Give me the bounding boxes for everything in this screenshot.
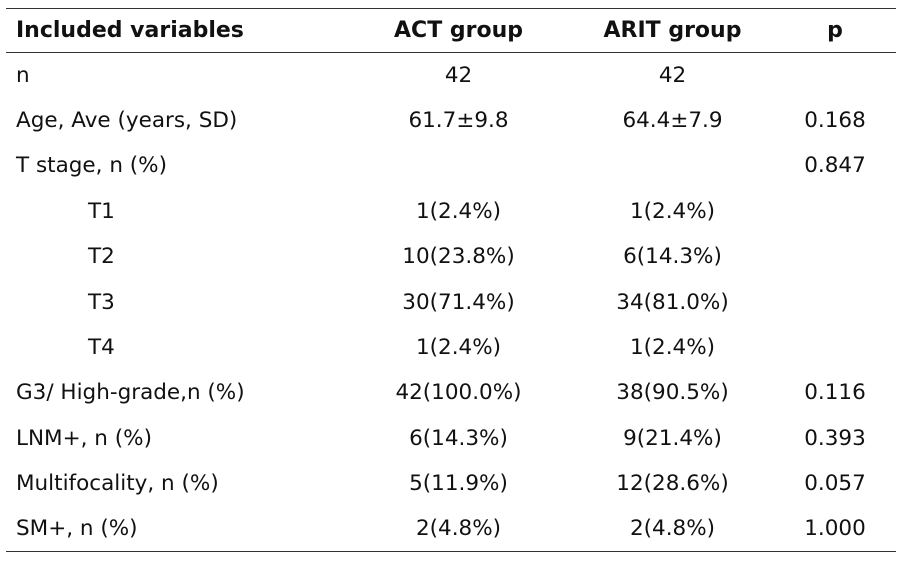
header-act-group: ACT group xyxy=(346,8,571,53)
p-value-cell xyxy=(774,325,896,370)
act-group-cell: 6(14.3%) xyxy=(409,425,508,451)
act-group-cell: 30(71.4%) xyxy=(402,289,515,315)
row-label-cell: T3 xyxy=(88,289,115,315)
row-label-cell: G3/ High-grade,n (%) xyxy=(16,380,245,406)
table-row: Age, Ave (years, SD) 61.7±9.8 64.4±7.9 0.16… xyxy=(6,98,896,143)
baseline-characteristics-table-container: Included variables ACT group ARIT group … xyxy=(6,8,896,553)
arit-group-cell: 1(2.4%) xyxy=(629,335,716,361)
arit-group-cell: 38(90.5%) xyxy=(616,380,729,406)
act-group-cell: 42 xyxy=(444,62,473,88)
table-row: T2 10(23.8%) 6(14.3%) xyxy=(6,234,896,279)
act-group-cell: 42(100.0%) xyxy=(395,380,522,406)
p-value-cell: 0.393 xyxy=(804,425,866,451)
header-row: Included variables ACT group ARIT group … xyxy=(6,8,896,53)
table-row: T stage, n (%) 0.847 xyxy=(6,143,896,188)
arit-group-cell: 34(81.0%) xyxy=(616,289,729,315)
p-value-cell xyxy=(774,53,896,98)
act-group-cell xyxy=(346,143,571,188)
arit-group-cell: 64.4±7.9 xyxy=(622,108,723,134)
p-value-cell xyxy=(774,279,896,324)
row-label-cell: T stage, n (%) xyxy=(16,153,167,179)
table-row: SM+, n (%) 2(4.8%) 2(4.8%) 1.000 xyxy=(6,506,896,553)
p-value-cell: 0.168 xyxy=(804,108,866,134)
p-value-cell: 1.000 xyxy=(774,506,896,553)
table-body: n 42 42 Age, Ave (years, SD) 61.7±9.8 64.4±7.… xyxy=(6,53,896,553)
row-label-cell: T4 xyxy=(88,335,115,361)
table-row: T4 1(2.4%) 1(2.4%) xyxy=(6,325,896,370)
table-row: LNM+, n (%) 6(14.3%) 9(21.4%) 0.393 xyxy=(6,416,896,461)
header-arit-group: ARIT group xyxy=(571,8,774,53)
act-group-cell: 2(4.8%) xyxy=(346,506,571,553)
act-group-cell: 10(23.8%) xyxy=(402,244,515,270)
row-label-cell: T2 xyxy=(88,244,115,270)
p-value-cell xyxy=(774,189,896,234)
act-group-cell: 61.7±9.8 xyxy=(408,108,509,134)
table-row: n 42 42 xyxy=(6,53,896,98)
row-label-cell: n xyxy=(16,62,30,88)
p-value-cell: 0.116 xyxy=(804,380,866,406)
arit-group-cell: 42 xyxy=(658,62,687,88)
arit-group-cell: 9(21.4%) xyxy=(623,425,722,451)
baseline-characteristics-table: Included variables ACT group ARIT group … xyxy=(6,8,896,553)
act-group-cell: 5(11.9%) xyxy=(409,471,508,497)
act-group-cell: 1(2.4%) xyxy=(415,198,502,224)
header-p-value: p xyxy=(774,8,896,53)
row-label-cell: LNM+, n (%) xyxy=(16,425,152,451)
header-included-variables: Included variables xyxy=(6,8,346,53)
act-group-cell: 1(2.4%) xyxy=(415,335,502,361)
row-label-cell: SM+, n (%) xyxy=(6,506,346,553)
table-row: T1 1(2.4%) 1(2.4%) xyxy=(6,189,896,234)
table-row: T3 30(71.4%) 34(81.0%) xyxy=(6,279,896,324)
table-row: Multifocality, n (%) 5(11.9%) 12(28.6%) 0.0… xyxy=(6,461,896,506)
row-label-cell: T1 xyxy=(88,198,115,224)
arit-group-cell: 12(28.6%) xyxy=(616,471,729,497)
row-label-cell: Multifocality, n (%) xyxy=(16,471,219,497)
arit-group-cell: 1(2.4%) xyxy=(629,198,716,224)
table-row: G3/ High-grade,n (%) 42(100.0%) 38(90.5%) 0… xyxy=(6,370,896,415)
arit-group-cell: 6(14.3%) xyxy=(623,244,722,270)
p-value-cell: 0.057 xyxy=(804,471,866,497)
p-value-cell xyxy=(774,234,896,279)
p-value-cell: 0.847 xyxy=(804,153,866,179)
arit-group-cell xyxy=(571,143,774,188)
arit-group-cell: 2(4.8%) xyxy=(571,506,774,553)
row-label-cell: Age, Ave (years, SD) xyxy=(16,108,238,134)
table-header: Included variables ACT group ARIT group … xyxy=(6,8,896,53)
